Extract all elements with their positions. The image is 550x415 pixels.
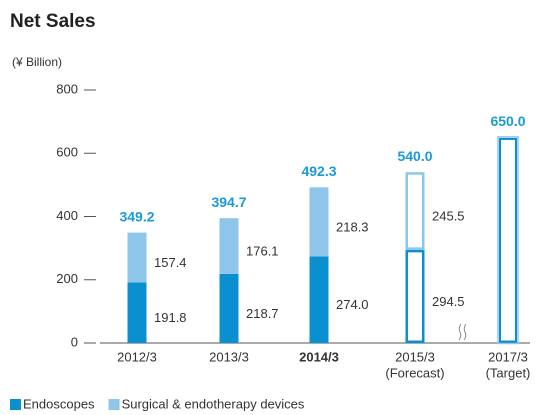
value-label: 191.8	[154, 310, 187, 325]
value-label: 218.3	[336, 219, 369, 234]
bar-segment	[309, 256, 329, 343]
legend-swatch	[10, 399, 21, 410]
x-tick-label: 2015/3	[395, 349, 435, 364]
legend-swatch	[108, 399, 120, 410]
x-tick-label: 2017/3	[488, 349, 528, 364]
bar-segment	[127, 282, 147, 343]
axis-break	[458, 323, 467, 341]
unit-label: (¥ Billion)	[12, 55, 62, 69]
total-label: 394.7	[211, 194, 246, 210]
y-tick-label: 0	[71, 334, 78, 349]
bar-total-outline	[497, 136, 519, 345]
bar-total	[499, 137, 517, 343]
value-label: 157.4	[154, 255, 187, 270]
legend-label: Endoscopes	[23, 396, 95, 411]
total-label: 349.2	[119, 208, 154, 224]
total-label: 492.3	[301, 163, 336, 179]
value-label: 294.5	[432, 294, 465, 309]
bar-segment	[405, 249, 425, 344]
chart-title: Net Sales	[10, 11, 96, 32]
value-label: 245.5	[432, 208, 465, 223]
legend-label: Surgical & endotherapy devices	[122, 396, 305, 411]
y-tick-label: 800	[56, 81, 78, 96]
bar-segment	[405, 172, 425, 250]
x-tick-note: (Target)	[486, 365, 531, 380]
bar-segment	[309, 187, 329, 257]
bar-segment	[127, 232, 147, 283]
x-tick-label: 2013/3	[209, 349, 249, 364]
y-tick-label: 200	[56, 271, 78, 286]
y-tick-label: 400	[56, 208, 78, 223]
x-tick-label: 2014/3	[299, 349, 339, 364]
value-label: 218.7	[246, 306, 279, 321]
value-label: 274.0	[336, 297, 369, 312]
x-tick-note: (Forecast)	[385, 365, 444, 380]
bar-segment	[219, 273, 239, 343]
total-label: 540.0	[397, 148, 432, 164]
total-label: 650.0	[490, 113, 525, 129]
bar-segment	[219, 218, 239, 274]
x-tick-label: 2012/3	[117, 349, 157, 364]
value-label: 176.1	[246, 243, 279, 258]
y-tick-label: 600	[56, 145, 78, 160]
